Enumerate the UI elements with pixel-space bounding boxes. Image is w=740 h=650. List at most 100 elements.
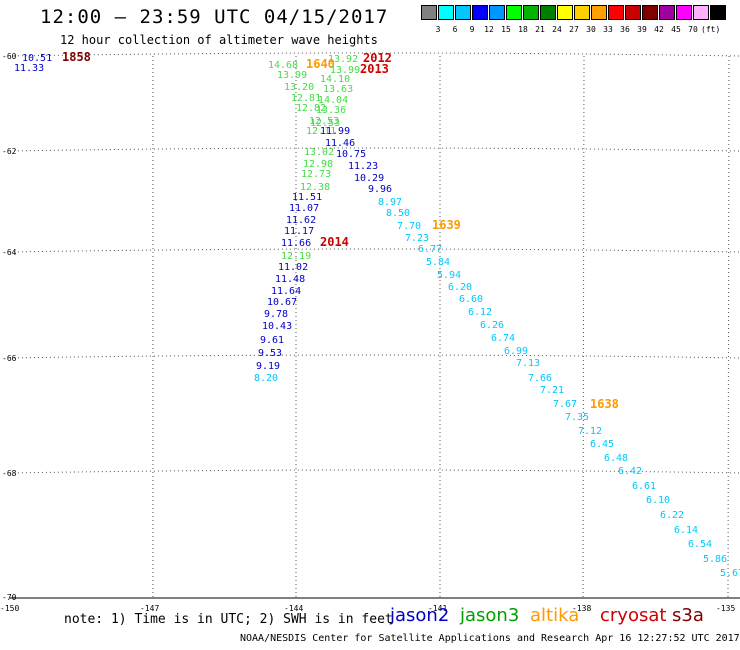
scale-swatch [472, 5, 488, 20]
wave-height-value: 12.38 [300, 182, 330, 193]
latitude-label: -60 [2, 52, 17, 61]
scale-label: 12 [484, 25, 494, 34]
wave-height-value: 10.51 [22, 53, 52, 64]
pass-time-label: 2014 [320, 235, 349, 249]
wave-height-value: 14.10 [320, 74, 350, 85]
scale-label: 33 [603, 25, 613, 34]
scale-label: 15 [501, 25, 511, 34]
scale-swatch [421, 5, 437, 20]
scale-swatch [523, 5, 539, 20]
wave-height-value: 9.19 [256, 361, 280, 372]
scale-label: 36 [620, 25, 630, 34]
scale-label: 9 [469, 25, 475, 34]
parallel-line [9, 469, 740, 474]
wave-height-value: 12.81 [291, 93, 321, 104]
wave-height-value: 5.67 [720, 568, 740, 579]
longitude-label: -150 [0, 604, 20, 613]
scale-label: 18 [518, 25, 528, 34]
scale-label: 70 [688, 25, 698, 34]
wave-height-value: 9.96 [368, 184, 392, 195]
footnote: note: 1) Time is in UTC; 2) SWH is in fe… [64, 612, 393, 627]
satellite-jason2: jason2 [390, 605, 450, 626]
meridian-line [727, 55, 730, 599]
wave-height-value: 8.20 [254, 373, 278, 384]
page-subtitle: 12 hour collection of altimeter wave hei… [60, 33, 378, 47]
scale-swatch [591, 5, 607, 20]
wave-height-value: 13.92 [328, 54, 358, 65]
latitude-label: -70 [2, 593, 17, 602]
satellite-s3a: s3a [672, 605, 704, 626]
scale-label: 24 [552, 25, 562, 34]
wave-height-value: 5.94 [437, 270, 461, 281]
wave-height-value: 10.75 [336, 149, 366, 160]
scale-label: 3 [435, 25, 441, 34]
wave-height-value: 11.51 [292, 192, 322, 203]
wave-height-value: 12.73 [301, 169, 331, 180]
scale-swatch [438, 5, 454, 20]
wave-height-value: 10.67 [267, 297, 297, 308]
scale-label: 42 [654, 25, 664, 34]
scale-swatch [455, 5, 471, 20]
pass-time-label: 1640 [306, 57, 335, 71]
longitude-label: -147 [140, 604, 160, 613]
parallel-line [9, 147, 740, 152]
wave-height-value: 13.02 [304, 147, 334, 158]
pass-time-label: 2013 [360, 62, 389, 76]
wave-height-value: 6.48 [604, 453, 628, 464]
wave-height-value: 11.62 [286, 215, 316, 226]
wave-height-value: 12.53 [309, 116, 339, 127]
wave-height-value: 11.66 [281, 238, 311, 249]
scale-swatch [557, 5, 573, 20]
latitude-label: -62 [2, 147, 17, 156]
scale-swatch [693, 5, 709, 20]
scale-swatch [489, 5, 505, 20]
scale-swatch [710, 5, 726, 20]
wave-height-value: 9.61 [260, 335, 284, 346]
wave-height-value: 13.63 [323, 84, 353, 95]
credit-line: NOAA/NESDIS Center for Satellite Applica… [240, 633, 740, 644]
wave-height-value: 11.46 [325, 138, 355, 149]
wave-height-value: 11.23 [348, 161, 378, 172]
wave-height-value: 6.22 [660, 510, 684, 521]
wave-height-value: 6.10 [646, 495, 670, 506]
scale-swatch [608, 5, 624, 20]
wave-height-value: 11.99 [320, 126, 350, 137]
wave-height-value: 12.19 [281, 251, 311, 262]
wave-height-value: 6.14 [674, 525, 698, 536]
scale-label: 39 [637, 25, 647, 34]
wave-height-value: 14.68 [268, 60, 298, 71]
longitude-label: -138 [572, 604, 592, 613]
scale-swatch [506, 5, 522, 20]
wave-height-value: 6.26 [480, 320, 504, 331]
wave-height-value: 10.29 [354, 173, 384, 184]
wave-height-value: 6.42 [618, 466, 642, 477]
scale-label: 45 [671, 25, 681, 34]
wave-height-value: 6.77 [418, 244, 442, 255]
satellite-jason3: jason3 [460, 605, 520, 626]
wave-height-value: 6.20 [448, 282, 472, 293]
scale-swatch [676, 5, 692, 20]
wave-height-value: 8.50 [386, 208, 410, 219]
scale-swatch [540, 5, 556, 20]
satellite-altika: altika [530, 605, 580, 626]
scale-swatch [574, 5, 590, 20]
scale-label: (ft) [701, 25, 721, 34]
wave-height-value: 12.82 [296, 103, 326, 114]
wave-height-value: 6.54 [688, 539, 712, 550]
wave-height-value: 13.20 [284, 82, 314, 93]
page-title: 12:00 – 23:59 UTC 04/15/2017 [40, 6, 389, 28]
pass-time-label: 1638 [590, 397, 619, 411]
longitude-label: -144 [284, 604, 304, 613]
wave-height-value: 6.61 [632, 481, 656, 492]
wave-height-value: 14.04 [318, 95, 348, 106]
parallel-line [9, 354, 740, 359]
wave-height-value: 9.78 [264, 309, 288, 320]
wave-height-value: 5.86 [703, 554, 727, 565]
wave-height-value: 7.13 [516, 358, 540, 369]
wave-height-value: 11.07 [289, 203, 319, 214]
pass-time-label: 2012 [363, 51, 392, 65]
wave-height-value: 6.12 [468, 307, 492, 318]
wave-height-value: 6.99 [504, 346, 528, 357]
